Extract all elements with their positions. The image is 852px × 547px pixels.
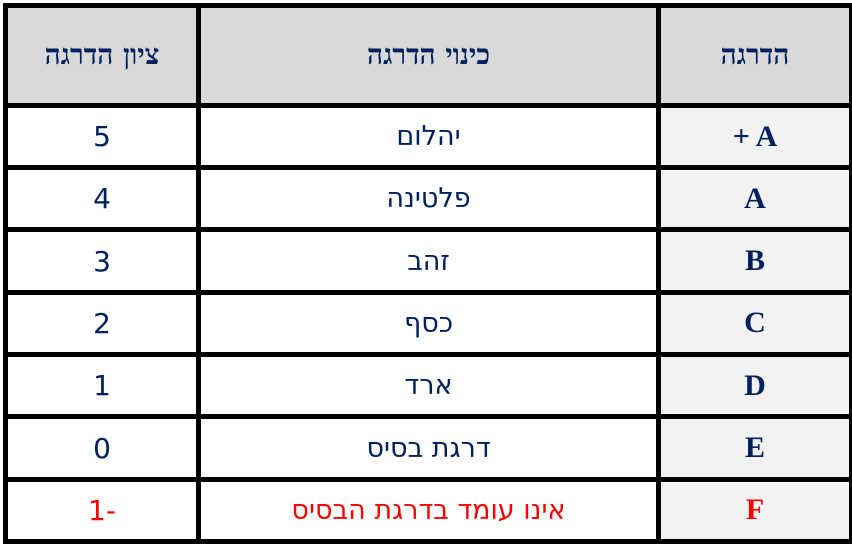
header-grade: הדרגה <box>656 3 852 108</box>
score-cell: 3 <box>3 227 201 295</box>
grade-cell: B <box>656 227 852 295</box>
score-cell: 1 <box>3 352 201 420</box>
grade-name-cell: דרגת בסיס <box>196 414 661 482</box>
header-row: הדרגה כינוי הדרגה ציון הדרגה <box>3 3 852 108</box>
score-cell: 4 <box>3 165 201 233</box>
table-row: + A יהלום 5 <box>3 102 852 171</box>
score-cell: 5 <box>3 102 201 171</box>
grade-name-cell: יהלום <box>196 102 661 171</box>
table-row-fail: F אינו עומד בדרגת הבסיס -1 <box>3 476 852 545</box>
grade-name-cell: כסף <box>196 289 661 358</box>
header-grade-score: ציון הדרגה <box>3 3 201 108</box>
grade-cell: F <box>656 476 852 545</box>
score-cell: 2 <box>3 289 201 358</box>
grade-name-cell: אינו עומד בדרגת הבסיס <box>196 476 661 545</box>
grade-cell: A <box>656 165 852 233</box>
grade-cell: C <box>656 289 852 358</box>
table-row: E דרגת בסיס 0 <box>3 414 852 482</box>
table-row: C כסף 2 <box>3 289 852 358</box>
grade-name-cell: ארד <box>196 352 661 420</box>
header-grade-name: כינוי הדרגה <box>196 3 661 108</box>
grade-cell: + A <box>656 102 852 171</box>
table-row: B זהב 3 <box>3 227 852 295</box>
grade-cell: D <box>656 352 852 420</box>
score-cell: -1 <box>3 476 201 545</box>
grade-name-cell: פלטינה <box>196 165 661 233</box>
grades-table: הדרגה כינוי הדרגה ציון הדרגה + A יהלום 5… <box>3 3 852 545</box>
grade-cell: E <box>656 414 852 482</box>
table-row: A פלטינה 4 <box>3 165 852 233</box>
score-cell: 0 <box>3 414 201 482</box>
grade-name-cell: זהב <box>196 227 661 295</box>
table-row: D ארד 1 <box>3 352 852 420</box>
